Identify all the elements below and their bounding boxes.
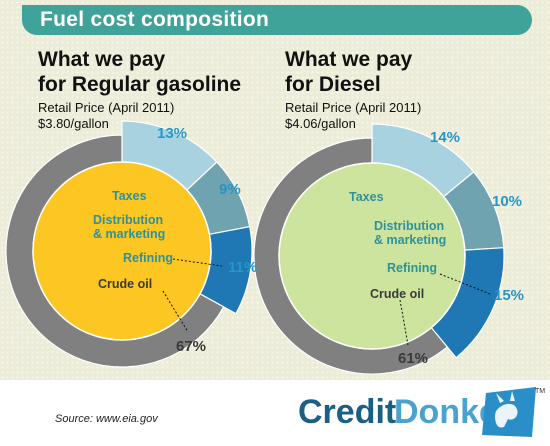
gasoline-label-distribution-1: Distribution [93, 213, 163, 227]
gasoline-heading-line1: What we pay [38, 48, 166, 71]
chart-title: Fuel cost composition [40, 8, 270, 31]
chart-labels: Taxes Distribution & marketing Refining … [93, 125, 524, 367]
diesel-heading-line1: What we pay [285, 48, 413, 71]
gasoline-price-line1: Retail Price (April 2011) [38, 100, 175, 115]
diesel-pct-refining: 15% [494, 287, 524, 304]
diesel-label-refining: Refining [387, 261, 437, 275]
diesel-price-line1: Retail Price (April 2011) [285, 100, 422, 115]
diesel-pct-distribution: 10% [492, 193, 522, 210]
logo-graphic: Credit Donkey TM [298, 387, 545, 437]
gasoline-pct-refining: 11% [228, 259, 257, 276]
diesel-price-line2: $4.06/gallon [285, 116, 356, 131]
diesel-label-taxes: Taxes [349, 190, 384, 204]
donkey-emblem-icon [482, 387, 536, 437]
gasoline-price-line2: $3.80/gallon [38, 116, 109, 131]
diesel-heading: What we pay for Diesel [285, 47, 412, 97]
diesel-pct-taxes: 14% [430, 129, 460, 146]
title-banner: Fuel cost composition [22, 5, 532, 35]
gasoline-label-distribution-2: & marketing [93, 227, 165, 241]
logo-credit-text: Credit [298, 393, 396, 431]
source-note: Source: www.eia.gov [55, 413, 158, 425]
diesel-crude-leader [399, 299, 409, 346]
diesel-label-distribution-1: Distribution [374, 219, 444, 233]
gasoline-label-crude: Crude oil [98, 277, 152, 291]
diesel-center-disc [278, 162, 466, 350]
diesel-heading-line2: for Diesel [285, 73, 381, 96]
diesel-label-crude: Crude oil [370, 287, 424, 301]
gasoline-heading-line2: for Regular gasoline [38, 73, 242, 96]
gasoline-refining-leader [172, 258, 223, 267]
gasoline-label-refining: Refining [123, 251, 173, 265]
diesel-refining-leader [439, 273, 491, 295]
gasoline-pct-taxes: 13% [157, 125, 187, 142]
donut-charts [5, 120, 505, 375]
creditdonkey-logo: Credit Donkey TM [296, 385, 546, 446]
diesel-label-distribution-2: & marketing [374, 233, 446, 247]
logo-tm: TM [535, 388, 545, 395]
gasoline-heading: What we pay for Regular gasoline [38, 47, 241, 97]
gasoline-crude-leader [162, 290, 189, 333]
gasoline-price: Retail Price (April 2011) $3.80/gallon [38, 100, 174, 132]
gasoline-label-taxes: Taxes [112, 189, 147, 203]
gasoline-pct-crude: 67% [176, 338, 206, 355]
diesel-pct-crude: 61% [398, 350, 428, 367]
gasoline-pct-distribution: 9% [219, 181, 241, 198]
diesel-price: Retail Price (April 2011) $4.06/gallon [285, 100, 421, 132]
gasoline-center-disc [32, 161, 212, 341]
gasoline-labels: Taxes Distribution & marketing Refining … [93, 125, 257, 355]
diesel-labels: Taxes Distribution & marketing Refining … [349, 129, 524, 367]
